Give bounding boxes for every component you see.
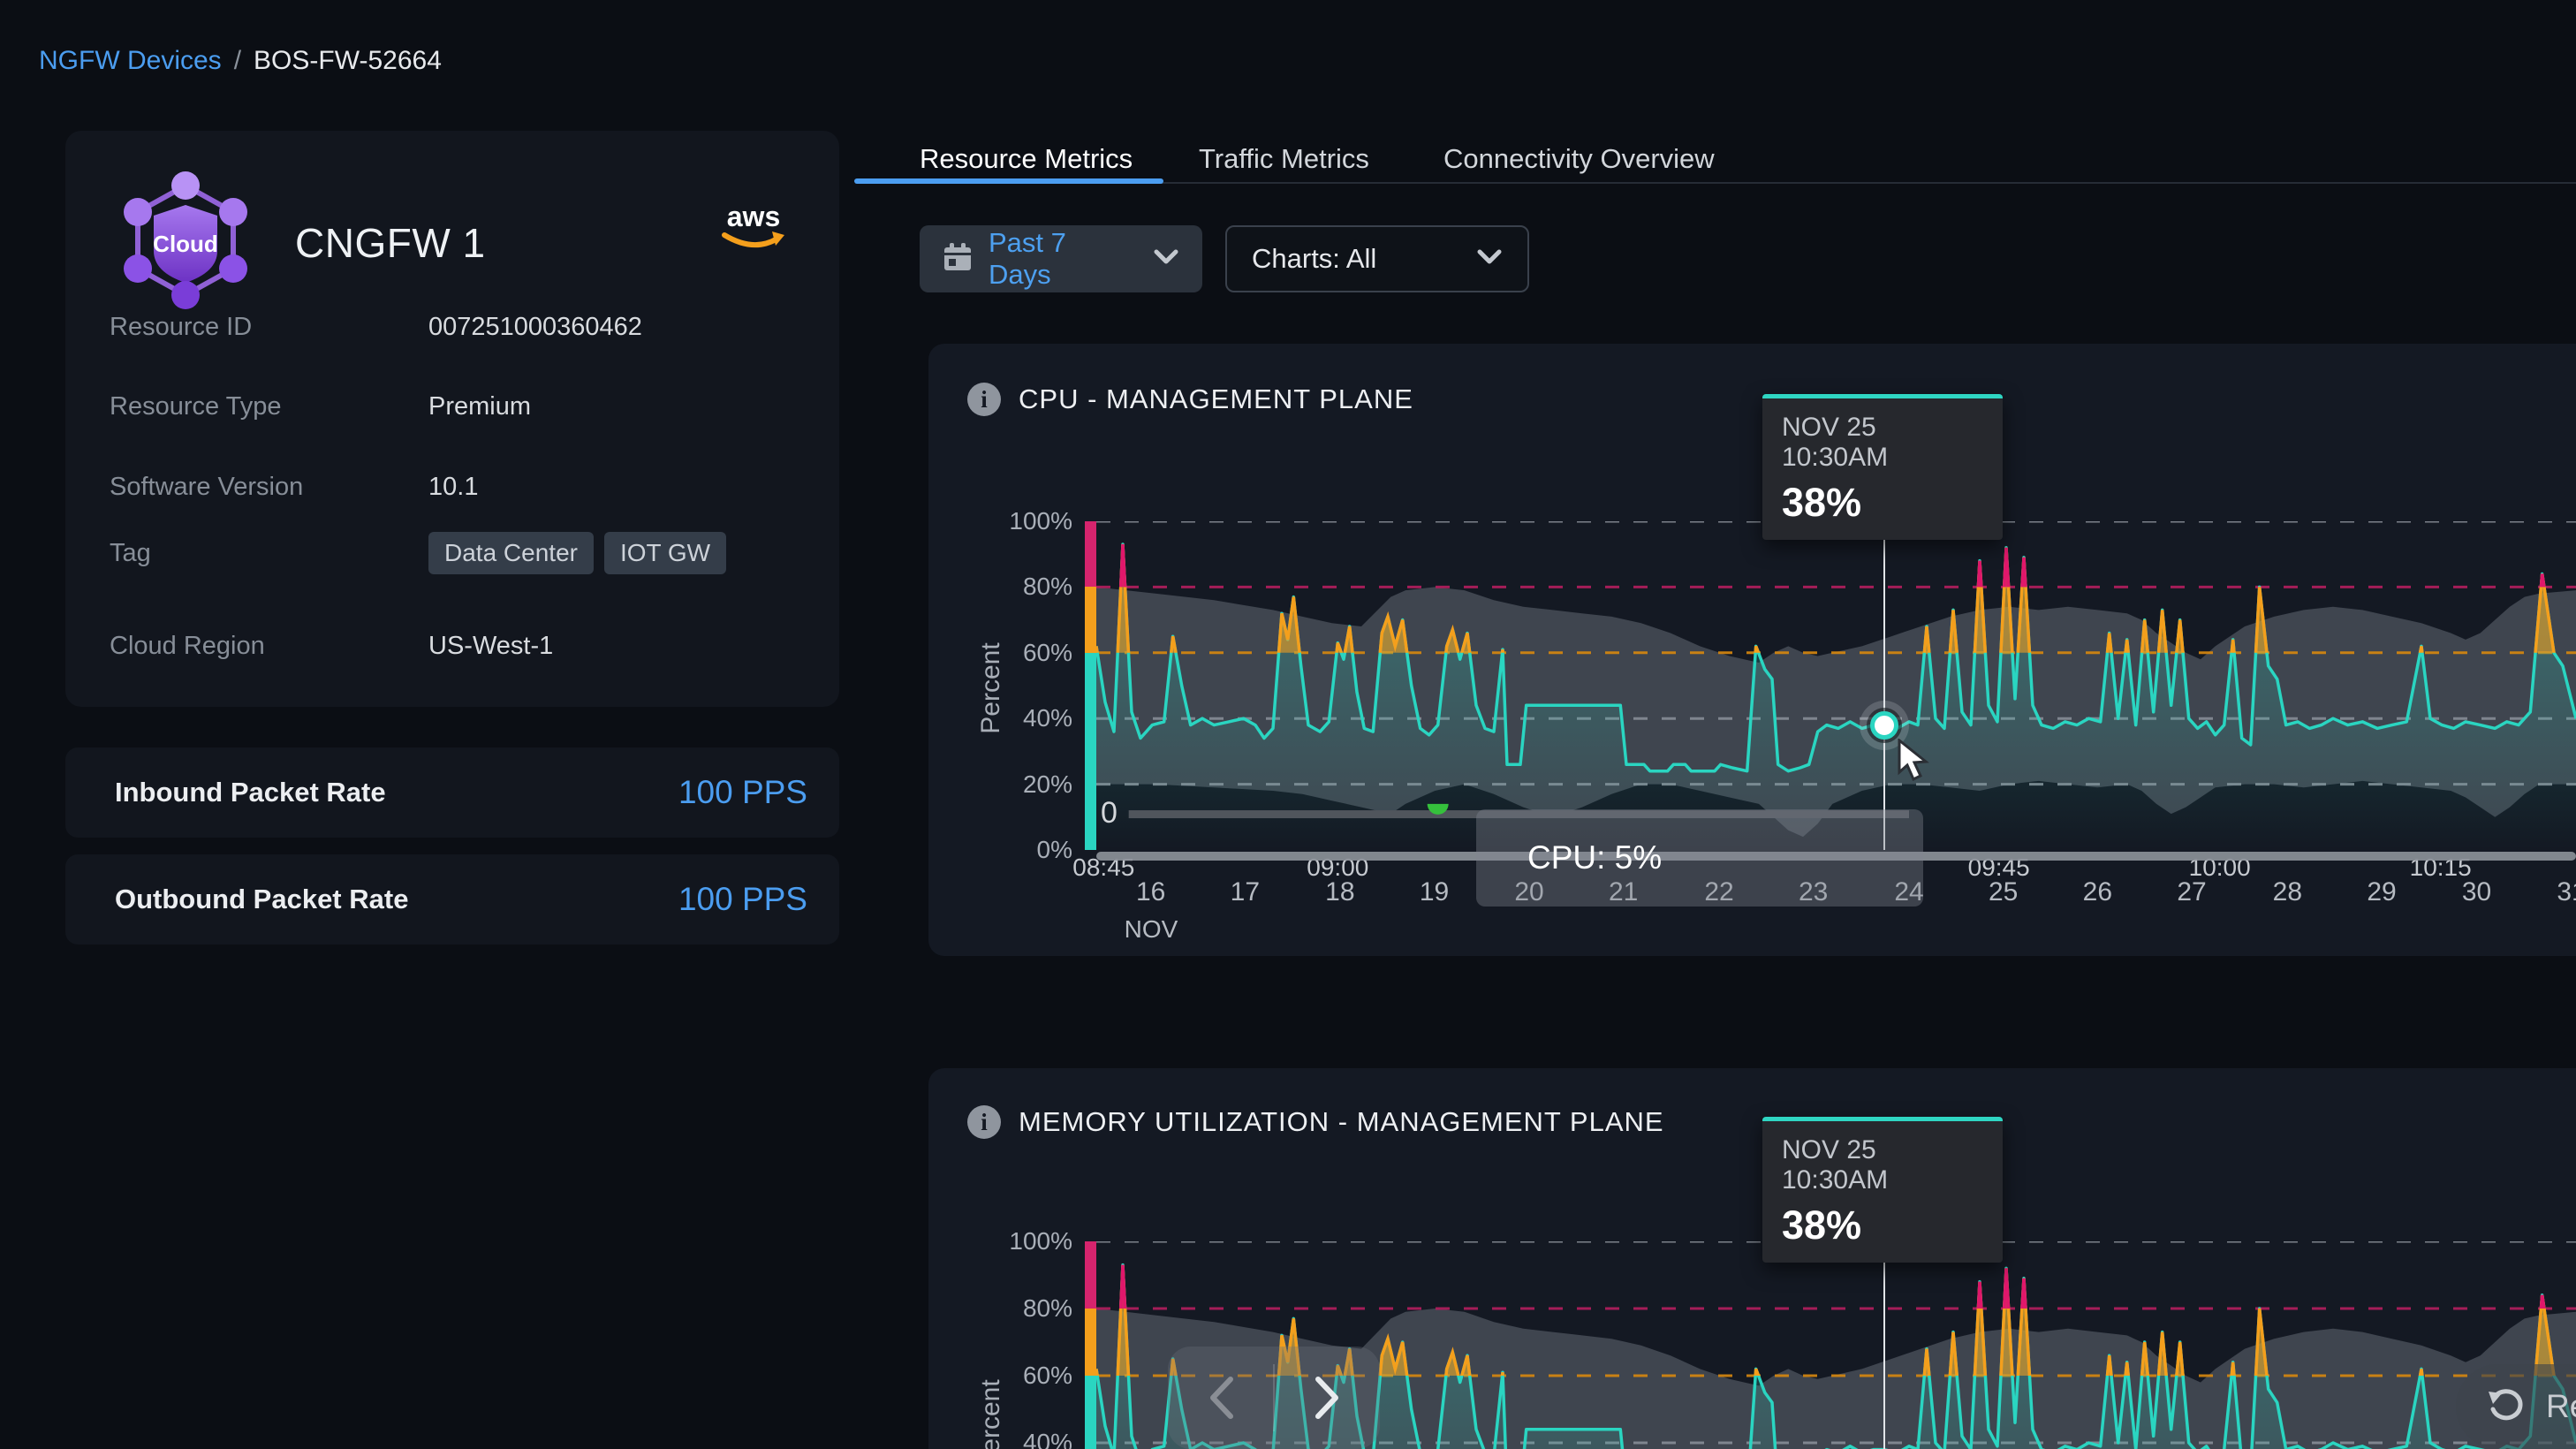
day-tick-label: 29 <box>2367 877 2396 907</box>
tab-traffic-metrics[interactable]: Traffic Metrics <box>1199 143 1369 175</box>
cpu-month-label: NOV <box>1125 915 1178 944</box>
field-value: US-West-1 <box>428 632 553 661</box>
pager-next-button[interactable] <box>1275 1374 1380 1422</box>
field-label: Resource Type <box>110 392 282 421</box>
memory-hover-tooltip: NOV 25 10:30AM 38% <box>1762 1117 2003 1263</box>
device-name: CNGFW 1 <box>295 219 486 267</box>
field-label: Resource ID <box>110 313 252 342</box>
breadcrumb-separator: / <box>234 46 241 76</box>
tooltip-time: NOV 25 10:30AM <box>1782 1135 1983 1195</box>
inbound-packet-rate-value: 100 PPS <box>678 774 807 811</box>
tag-badge: Data Center <box>428 532 594 574</box>
field-label: Software Version <box>110 473 303 502</box>
info-icon[interactable]: i <box>967 383 1001 416</box>
outbound-packet-rate-label: Outbound Packet Rate <box>115 884 408 915</box>
tag-badge: IOT GW <box>604 532 726 574</box>
svg-text:aws: aws <box>727 201 780 232</box>
inbound-packet-rate-label: Inbound Packet Rate <box>115 777 386 808</box>
cpu-y-axis-label: Percent <box>976 623 1006 754</box>
day-tick-label: 18 <box>1325 877 1354 907</box>
day-tick-label: 25 <box>1989 877 2018 907</box>
memory-chart-header: i MEMORY UTILIZATION - MANAGEMENT PLANE <box>967 1105 1664 1139</box>
field-value: Data CenterIOT GW <box>428 532 737 574</box>
tab-connectivity-overview[interactable]: Connectivity Overview <box>1443 143 1715 175</box>
day-tick-label: 26 <box>2083 877 2112 907</box>
outbound-packet-rate-card: Outbound Packet Rate 100 PPS <box>65 854 839 945</box>
field-label: Cloud Region <box>110 632 265 661</box>
chevron-down-icon <box>1476 248 1503 270</box>
cpu-hover-tooltip: NOV 25 10:30AM 38% <box>1762 394 2003 540</box>
field-value: 007251000360462 <box>428 313 642 342</box>
tooltip-value: 38% <box>1782 1202 1983 1248</box>
chart-pager <box>1168 1347 1380 1449</box>
memory-chart-title: MEMORY UTILIZATION - MANAGEMENT PLANE <box>1019 1106 1664 1138</box>
cpu-value-tooltip: CPU: 5% <box>1476 809 1923 907</box>
outbound-packet-rate-value: 100 PPS <box>678 881 807 918</box>
info-icon[interactable]: i <box>967 1105 1001 1139</box>
cpu-crosshair-line <box>1883 497 1885 850</box>
charts-filter-dropdown[interactable]: Charts: All <box>1225 225 1529 292</box>
cpu-chart-title: CPU - MANAGEMENT PLANE <box>1019 383 1413 415</box>
y-tick-label: 80% <box>931 1294 1072 1323</box>
svg-text:0: 0 <box>1101 796 1118 830</box>
memory-threshold-colorbar <box>1085 1241 1096 1449</box>
chevron-down-icon <box>1153 248 1179 270</box>
day-tick-label: 19 <box>1420 877 1449 907</box>
breadcrumb-link-ngfw-devices[interactable]: NGFW Devices <box>39 46 222 76</box>
charts-filter-value: Charts: All <box>1252 243 1476 275</box>
breadcrumb: NGFW Devices / BOS-FW-52664 <box>39 46 442 76</box>
day-tick-label: 28 <box>2273 877 2302 907</box>
aws-logo-icon: aws <box>719 201 788 259</box>
tooltip-value: 38% <box>1782 480 1983 526</box>
cloud-ngfw-icon: Cloud <box>115 170 256 315</box>
cpu-chart-header: i CPU - MANAGEMENT PLANE <box>967 383 1413 416</box>
time-range-value: Past 7 Days <box>989 227 1132 291</box>
restart-icon <box>2486 1385 2527 1430</box>
day-tick-label: 31 <box>2557 877 2576 907</box>
field-value: Premium <box>428 392 531 421</box>
y-tick-label: 80% <box>931 573 1072 601</box>
day-tick-label: 17 <box>1231 877 1260 907</box>
day-tick-label: 30 <box>2462 877 2491 907</box>
inbound-packet-rate-card: Inbound Packet Rate 100 PPS <box>65 747 839 838</box>
day-tick-label: 27 <box>2177 877 2206 907</box>
day-tick-label: 16 <box>1136 877 1165 907</box>
cpu-threshold-colorbar <box>1085 521 1096 850</box>
field-value: 10.1 <box>428 473 478 502</box>
svg-text:Cloud: Cloud <box>153 231 218 257</box>
cpu-hover-point <box>1870 711 1898 740</box>
page: NGFW Devices / BOS-FW-52664 Cloud <box>0 0 2576 1449</box>
restart-label: Restart <box>2546 1388 2576 1425</box>
device-info-card: Cloud CNGFW 1 aws Resource ID 00725100036… <box>65 131 839 707</box>
y-tick-label: 100% <box>931 1227 1072 1256</box>
restart-button[interactable]: Restart <box>2456 1364 2576 1449</box>
calendar-icon <box>943 242 973 277</box>
tab-resource-metrics[interactable]: Resource Metrics <box>920 143 1133 175</box>
tooltip-time: NOV 25 10:30AM <box>1782 413 1983 473</box>
pager-prev-button[interactable] <box>1168 1374 1273 1422</box>
y-tick-label: 0% <box>931 836 1072 864</box>
breadcrumb-current: BOS-FW-52664 <box>254 46 442 76</box>
y-tick-label: 20% <box>931 770 1072 799</box>
mouse-cursor-icon <box>1896 739 1936 787</box>
field-label: Tag <box>110 539 151 568</box>
cpu-plot-area[interactable]: 0 <box>1096 521 2576 850</box>
y-tick-label: 100% <box>931 507 1072 535</box>
memory-y-axis-label: Percent <box>976 1360 1006 1449</box>
active-tab-underline <box>854 178 1163 184</box>
time-range-dropdown[interactable]: Past 7 Days <box>920 225 1202 292</box>
